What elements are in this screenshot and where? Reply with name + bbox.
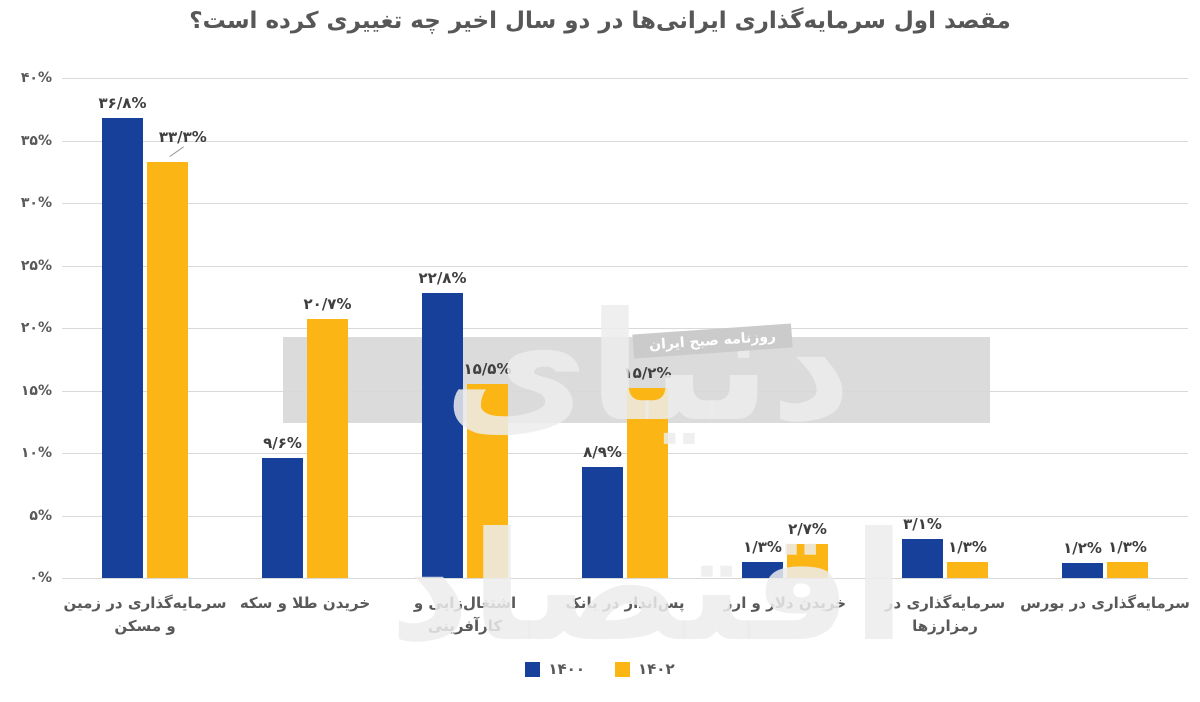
bar-group: ۹/۶% ۲۰/۷%: [225, 78, 385, 578]
bar-value-label: ۳/۱%: [903, 515, 942, 534]
legend-swatch: [525, 661, 541, 677]
bar-value-label: ۸/۹%: [583, 442, 622, 461]
bar-group: ۱/۳% ۲/۷%: [705, 78, 865, 578]
legend-item-۱۴۰۲: ۱۴۰۲: [615, 660, 675, 678]
bar-value-label: ۱۵/۵%: [463, 360, 512, 379]
y-tick-label: ۲۰%: [20, 320, 52, 336]
category-label: اشتغال‌زایی و کارآفرینی: [413, 594, 517, 636]
bar-۱۴۰۲-6: ۱/۳%: [1107, 538, 1148, 578]
bar-۱۴۰۰-6: ۱/۲%: [1062, 539, 1103, 578]
bar-value-label: ۲/۷%: [788, 520, 827, 539]
bar-value-label: ۹/۶%: [263, 434, 302, 452]
bar-group: ۲۲/۸% ۱۵/۵%: [385, 78, 545, 578]
bar-value-label: ۱/۲%: [1063, 539, 1102, 557]
legend-item-۱۴۰۰: ۱۴۰۰: [525, 660, 585, 678]
bar-value-label: ۱۵/۲%: [623, 364, 672, 382]
bar-۱۴۰۰-5: ۳/۱%: [902, 515, 943, 578]
category-label: سرمایه‌گذاری در زمین و مسکن: [63, 594, 227, 636]
y-tick-label: ۴۰%: [20, 70, 52, 86]
category-label: پس‌انداز در بانک: [565, 594, 685, 612]
bar-۱۴۰۰-1: ۹/۶%: [262, 434, 303, 578]
y-tick-label: ۲۵%: [20, 257, 52, 274]
leader-line: [168, 146, 184, 157]
legend-label: ۱۴۰۲: [638, 660, 675, 678]
bar-۱۴۰۲-0: ۳۳/۳%: [147, 128, 207, 578]
bar-۱۴۰۰-0: ۳۶/۸%: [99, 94, 146, 578]
legend-label: ۱۴۰۰: [548, 660, 585, 678]
bar-۱۴۰۲-5: ۱/۳%: [947, 538, 988, 578]
bar-group: ۳/۱% ۱/۳%: [865, 78, 1025, 578]
bar-۱۴۰۲-2: ۱۵/۵%: [464, 360, 511, 578]
bar-۱۴۰۲-3: ۱۵/۲%: [624, 364, 671, 578]
y-tick-label: ۱۰%: [20, 445, 52, 461]
legend: ۱۴۰۰ ۱۴۰۲: [0, 660, 1200, 678]
category-label: خریدن طلا و سکه: [239, 594, 371, 612]
bar-group: ۳۶/۸% ۳۳/۳%: [65, 78, 225, 578]
bar-group: ۸/۹% ۱۵/۲%: [545, 78, 705, 578]
y-tick-label: ۰%: [29, 570, 52, 586]
legend-swatch: [615, 661, 630, 677]
y-tick-label: ۳۵%: [20, 132, 52, 149]
bar-value-label: ۳۶/۸%: [98, 94, 147, 112]
bar-value-label: ۱/۳%: [1108, 537, 1147, 556]
gridline: [62, 265, 1188, 267]
chart-title: مقصد اول سرمایه‌گذاری ایرانی‌ها در دو سا…: [189, 8, 1011, 34]
bar-۱۴۰۲-4: ۲/۷%: [787, 520, 828, 578]
y-tick-label: ۱۵%: [20, 382, 52, 399]
bar-group: ۱/۲% ۱/۳%: [1025, 78, 1185, 578]
gridline: [62, 578, 1188, 579]
y-tick-label: ۵%: [29, 507, 52, 524]
bar-۱۴۰۰-2: ۲۲/۸%: [419, 269, 466, 578]
bar-value-label: ۲۲/۸%: [418, 269, 467, 287]
bar-۱۴۰۰-4: ۱/۳%: [742, 538, 783, 578]
bar-۱۴۰۲-1: ۲۰/۷%: [304, 295, 351, 578]
bar-value-label: ۱/۳%: [743, 537, 782, 556]
category-label: سرمایه‌گذاری در رمزارزها: [884, 594, 1006, 636]
gridline: [62, 140, 1188, 142]
category-label: خریدن دلار و ارز: [723, 594, 847, 612]
bar-۱۴۰۰-3: ۸/۹%: [582, 443, 623, 578]
category-label: سرمایه‌گذاری در بورس: [1020, 594, 1190, 612]
bar-value-label: ۳۳/۳%: [158, 127, 207, 146]
bar-value-label: ۱/۳%: [948, 537, 987, 556]
bar-value-label: ۲۰/۷%: [303, 295, 352, 314]
gridline: [62, 78, 1188, 79]
gridline: [62, 203, 1188, 204]
gridline: [62, 515, 1188, 517]
gridline: [62, 328, 1188, 329]
gridline: [62, 453, 1188, 454]
y-tick-label: ۳۰%: [20, 195, 52, 211]
